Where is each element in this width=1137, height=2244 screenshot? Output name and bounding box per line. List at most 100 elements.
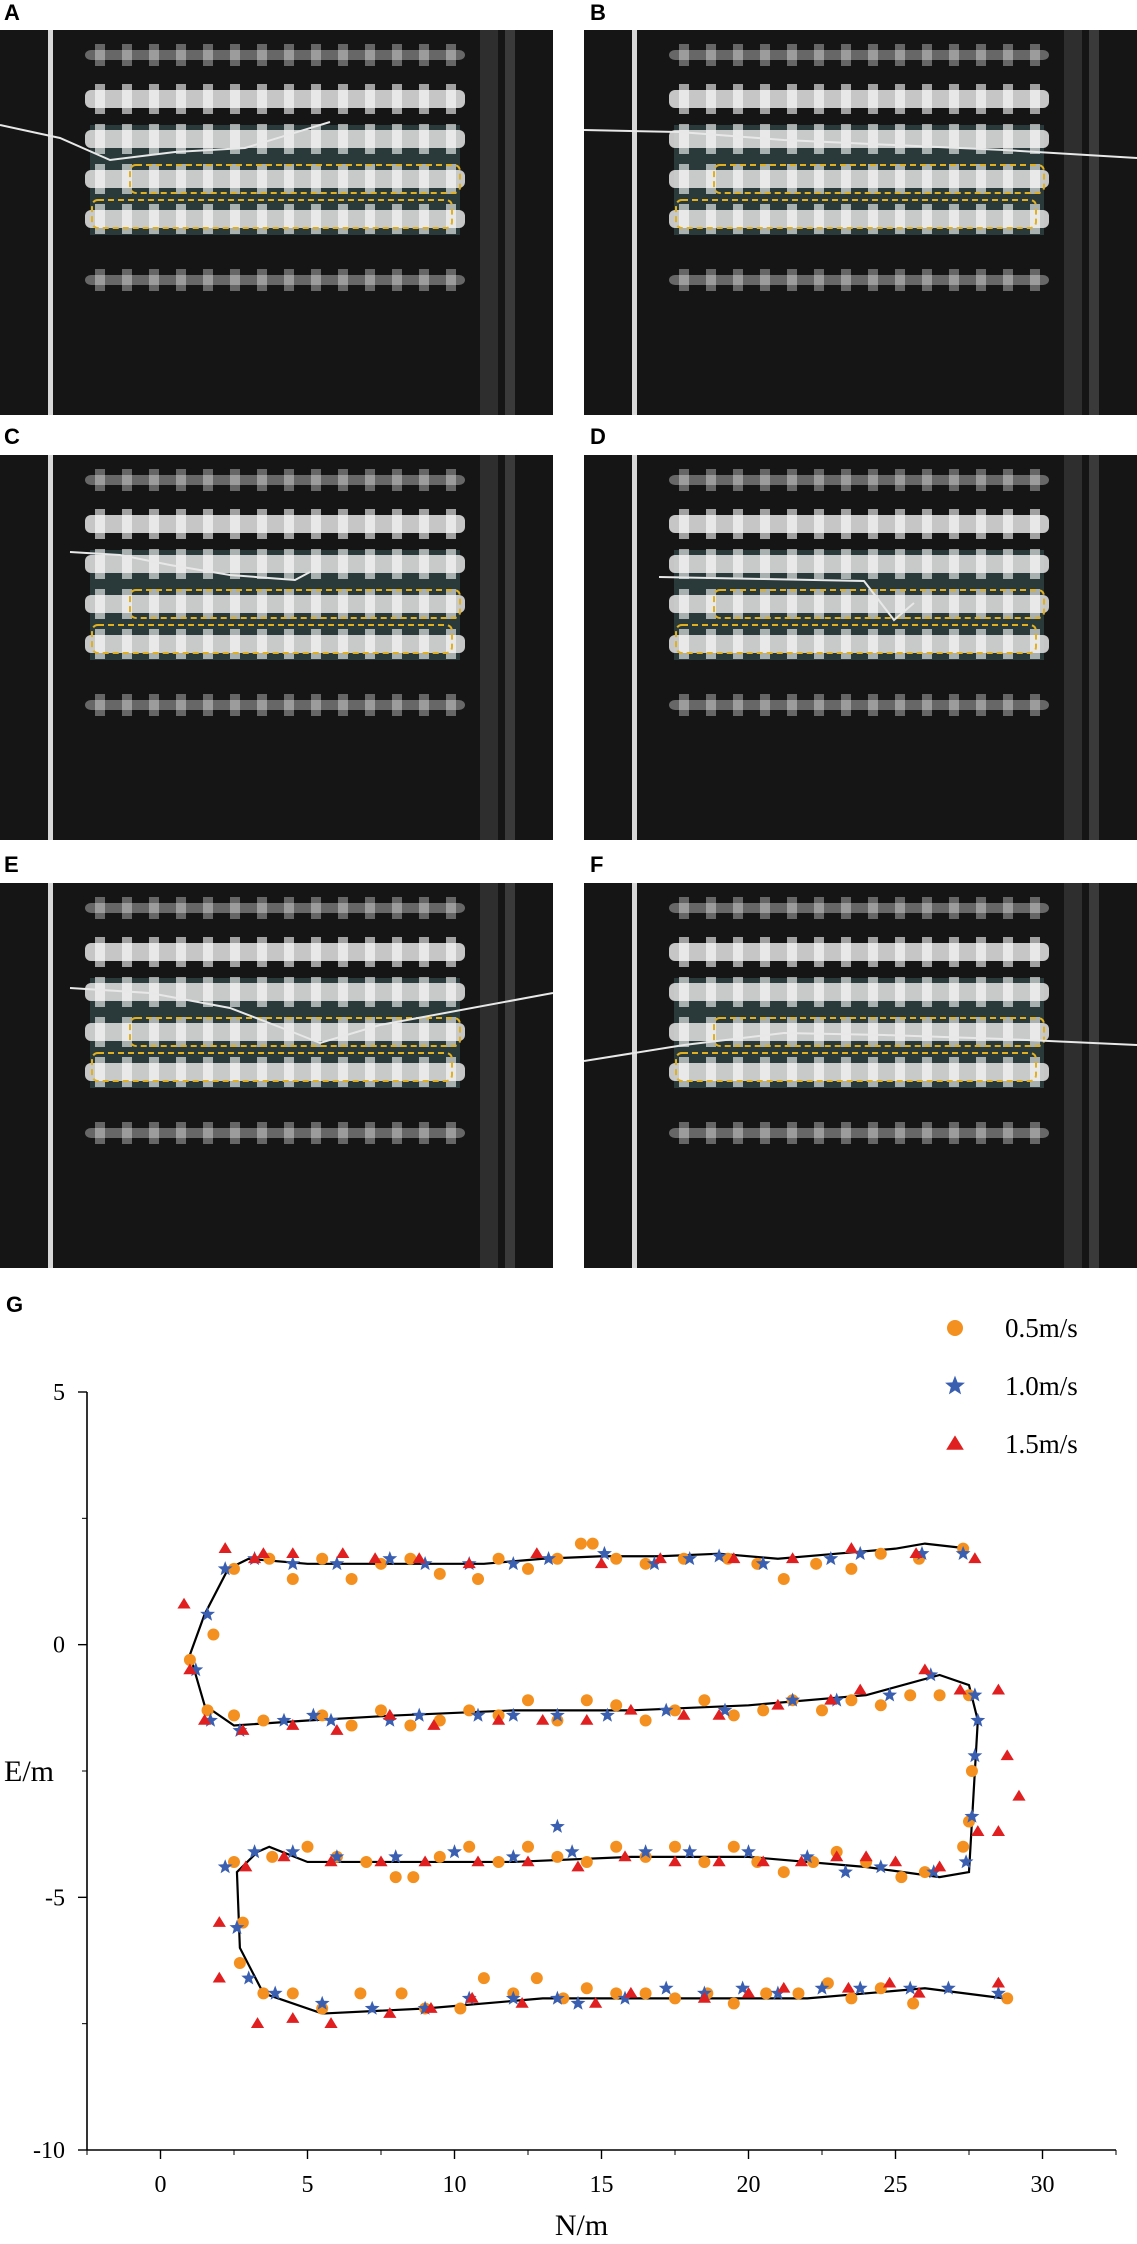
y-tick-label: 5 [53, 1380, 65, 1406]
data-point [570, 1995, 586, 2010]
data-point [250, 2017, 265, 2028]
data-point [600, 1707, 615, 1722]
data-point [814, 1980, 830, 1995]
data-point [914, 1545, 930, 1560]
data-point [521, 1855, 535, 1867]
data-point [329, 1849, 345, 1864]
data-point [551, 1552, 564, 1565]
data-point [228, 1709, 240, 1722]
orchard-image-f [584, 883, 1137, 1268]
data-point [198, 1713, 212, 1725]
data-point [382, 1551, 398, 1566]
data-point [682, 1844, 698, 1859]
data-point [711, 1548, 727, 1563]
data-point [285, 1844, 301, 1859]
data-point [845, 1694, 858, 1707]
orchard-image-d [584, 455, 1137, 840]
data-point [203, 1712, 218, 1727]
data-point [844, 1542, 858, 1553]
data-point [462, 1557, 476, 1569]
data-point [639, 1557, 652, 1570]
data-point [522, 1694, 534, 1707]
data-point [970, 1712, 986, 1727]
data-point [824, 1693, 838, 1705]
data-point [859, 1850, 873, 1862]
data-point [522, 1562, 534, 1575]
data-point [971, 1825, 985, 1836]
panel-label-e: E [4, 852, 19, 877]
data-point [845, 1992, 858, 2005]
data-point [229, 1919, 245, 1934]
data-point [183, 1653, 196, 1666]
data-point [218, 1542, 232, 1553]
data-point [957, 1840, 970, 1853]
data-point [669, 1992, 681, 2005]
data-point [530, 1972, 543, 1985]
data-point [411, 1707, 427, 1722]
data-point [874, 1547, 887, 1560]
data-point [727, 1709, 740, 1722]
data-point [967, 1687, 983, 1702]
x-axis-label: N/m [555, 2209, 608, 2242]
data-point [941, 1980, 956, 1995]
data-point [505, 1556, 521, 1571]
data-point [933, 1689, 946, 1702]
data-point [823, 1551, 839, 1566]
series-3 [177, 1542, 1026, 2028]
data-point [967, 1748, 983, 1763]
data-point [375, 1704, 387, 1717]
data-point [330, 1724, 344, 1735]
data-point [360, 1855, 373, 1868]
data-point [958, 1854, 974, 1869]
data-point [727, 1552, 741, 1564]
data-point [286, 1719, 300, 1730]
data-point [236, 1724, 250, 1735]
data-point [991, 1825, 1005, 1836]
data-point [1012, 1789, 1026, 1801]
data-point [741, 1986, 756, 1998]
legend-marker [947, 1320, 963, 1336]
panel-label-d: D [590, 424, 606, 449]
chart-axes: 0 5 10 15 20 25 30 5 0 -5 -10 N/m E/m [4, 1380, 1117, 2242]
data-point [454, 2002, 467, 2015]
data-point [874, 1699, 887, 1712]
data-point [574, 1537, 587, 1550]
data-point [345, 1572, 358, 1585]
data-point [276, 1712, 292, 1727]
data-point [904, 1689, 917, 1702]
data-point [470, 1707, 486, 1722]
legend-label: 1.0m/s [1005, 1371, 1078, 1401]
data-point [247, 1552, 262, 1564]
panel-label-b: B [590, 0, 606, 25]
data-point [345, 1719, 358, 1732]
data-point [323, 1712, 339, 1727]
data-point [933, 1860, 947, 1872]
data-point [712, 1708, 726, 1720]
data-point [241, 1970, 257, 1985]
data-point [217, 1561, 233, 1576]
data-point [586, 1537, 599, 1550]
data-point [792, 1987, 805, 2000]
data-point [968, 1552, 982, 1564]
data-point [786, 1552, 800, 1564]
data-point [389, 1871, 402, 1884]
data-point [212, 1916, 226, 1927]
data-point [852, 1980, 868, 1995]
data-point [669, 1704, 681, 1717]
data-point [286, 2012, 300, 2023]
x-tick-label: 10 [443, 2172, 467, 2198]
data-point [785, 1692, 800, 1707]
data-point [324, 2017, 338, 2028]
data-point [810, 1557, 823, 1570]
x-tick-label: 30 [1031, 2172, 1055, 2198]
data-point [964, 1808, 980, 1823]
data-point [417, 2000, 433, 2015]
y-tick-label: -10 [33, 2138, 65, 2164]
data-point [777, 1572, 790, 1585]
y-tick-label: -5 [45, 1885, 65, 1911]
orchard-image-c [0, 455, 553, 840]
data-point [427, 1719, 441, 1730]
data-point [907, 1997, 920, 2010]
data-point [505, 1707, 521, 1722]
data-point [200, 1606, 215, 1621]
